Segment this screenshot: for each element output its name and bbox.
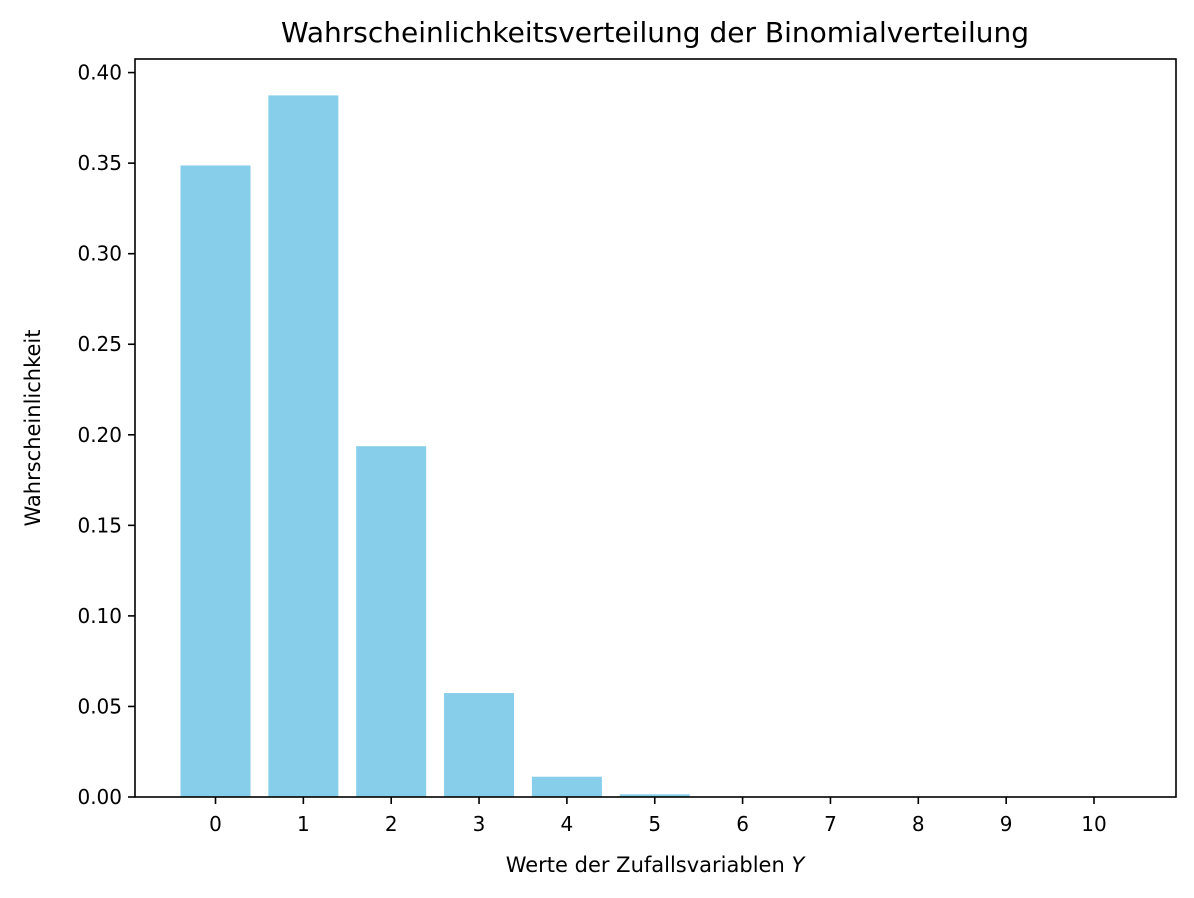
x-tick-label: 4 [561, 812, 574, 836]
y-tick-label: 0.35 [77, 151, 122, 175]
y-tick-label: 0.40 [77, 61, 122, 85]
bar-0 [180, 165, 251, 798]
y-axis-ticks: 0.00 0.05 0.10 0.15 0.20 0.25 0.30 0.35 0.40 [77, 61, 135, 809]
y-axis-label: Wahrscheinlichkeit [21, 329, 45, 526]
x-tick-label: 8 [912, 812, 925, 836]
x-tick-label: 10 [1081, 812, 1106, 836]
y-tick-label: 0.00 [77, 785, 122, 809]
x-axis-label: Werte der Zufallsvariablen Y [506, 853, 807, 877]
x-axis-label-text: Werte der Zufallsvariablen [506, 853, 792, 877]
bar-3 [444, 693, 515, 797]
x-tick-label: 7 [824, 812, 837, 836]
y-tick-label: 0.30 [77, 242, 122, 266]
x-tick-label: 3 [473, 812, 486, 836]
x-tick-label: 5 [648, 812, 661, 836]
y-tick-label: 0.20 [77, 423, 122, 447]
plot-frame [134, 58, 1177, 798]
y-tick-label: 0.05 [77, 694, 122, 718]
bars-group [180, 95, 778, 798]
bar-1 [268, 95, 339, 797]
chart-title: Wahrscheinlichkeitsverteilung der Binomi… [281, 16, 1029, 49]
x-tick-label: 0 [209, 812, 222, 836]
x-axis-label-variable: Y [791, 853, 806, 877]
x-axis-ticks: 0 1 2 3 4 5 6 7 8 9 10 [209, 797, 1107, 836]
y-tick-label: 0.15 [77, 513, 122, 537]
x-tick-label: 6 [736, 812, 749, 836]
bar-4 [531, 776, 602, 797]
y-tick-label: 0.25 [77, 332, 122, 356]
x-tick-label: 9 [1000, 812, 1013, 836]
y-tick-label: 0.10 [77, 604, 122, 628]
bar-2 [356, 446, 427, 797]
bar-5 [619, 794, 690, 797]
x-tick-label: 1 [297, 812, 310, 836]
x-tick-label: 2 [385, 812, 398, 836]
